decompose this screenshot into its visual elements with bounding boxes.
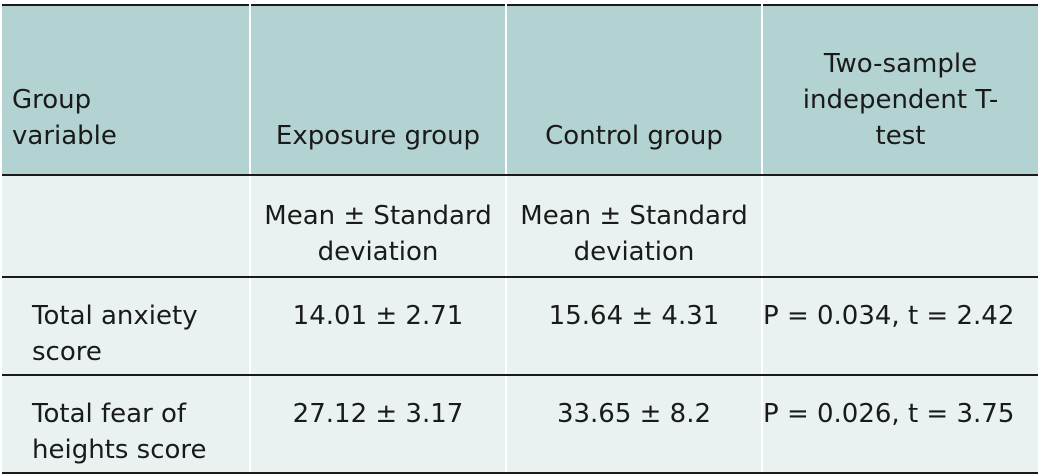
row-label-text: Total fear of heights score bbox=[32, 399, 207, 465]
control-value: 15.64 ± 4.31 bbox=[506, 277, 763, 376]
table-row: Total anxiety score 14.01 ± 2.71 15.64 ±… bbox=[2, 277, 1038, 376]
table-header: Group variable Exposure group Control gr… bbox=[2, 4, 1038, 176]
header-ttest-text: Two-sample independent T-test bbox=[802, 49, 999, 151]
subheader-ttest bbox=[762, 175, 1038, 278]
table-row: Total fear of heights score 27.12 ± 3.17… bbox=[2, 375, 1038, 474]
ttest-value: P = 0.026, t = 3.75 bbox=[762, 375, 1038, 474]
subheader-control: Mean ± Standard deviation bbox=[506, 175, 763, 278]
header-control-group: Control group bbox=[506, 4, 763, 176]
subheader-control-text: Mean ± Standard deviation bbox=[520, 201, 748, 267]
header-group-variable: Group variable bbox=[2, 4, 251, 176]
subheader-exposure: Mean ± Standard deviation bbox=[250, 175, 507, 278]
header-exposure-group: Exposure group bbox=[250, 4, 507, 176]
header-ttest: Two-sample independent T-test bbox=[762, 4, 1038, 176]
header-exposure-group-text: Exposure group bbox=[275, 121, 481, 151]
subheader-exposure-text: Mean ± Standard deviation bbox=[264, 201, 492, 267]
header-group-variable-text: Group variable bbox=[12, 85, 117, 151]
row-label: Total fear of heights score bbox=[2, 375, 251, 474]
table-body: Mean ± Standard deviation Mean ± Standar… bbox=[2, 175, 1038, 474]
ttest-value: P = 0.034, t = 2.42 bbox=[762, 277, 1038, 376]
control-value: 33.65 ± 8.2 bbox=[506, 375, 763, 474]
subheader-row: Mean ± Standard deviation Mean ± Standar… bbox=[2, 175, 1038, 278]
header-control-group-text: Control group bbox=[545, 121, 723, 151]
results-table: Group variable Exposure group Control gr… bbox=[2, 4, 1038, 474]
row-label-text: Total anxiety score bbox=[32, 301, 198, 367]
exposure-value: 14.01 ± 2.71 bbox=[250, 277, 507, 376]
row-label: Total anxiety score bbox=[2, 277, 251, 376]
header-row: Group variable Exposure group Control gr… bbox=[2, 4, 1038, 176]
subheader-group-variable bbox=[2, 175, 251, 278]
exposure-value: 27.12 ± 3.17 bbox=[250, 375, 507, 474]
